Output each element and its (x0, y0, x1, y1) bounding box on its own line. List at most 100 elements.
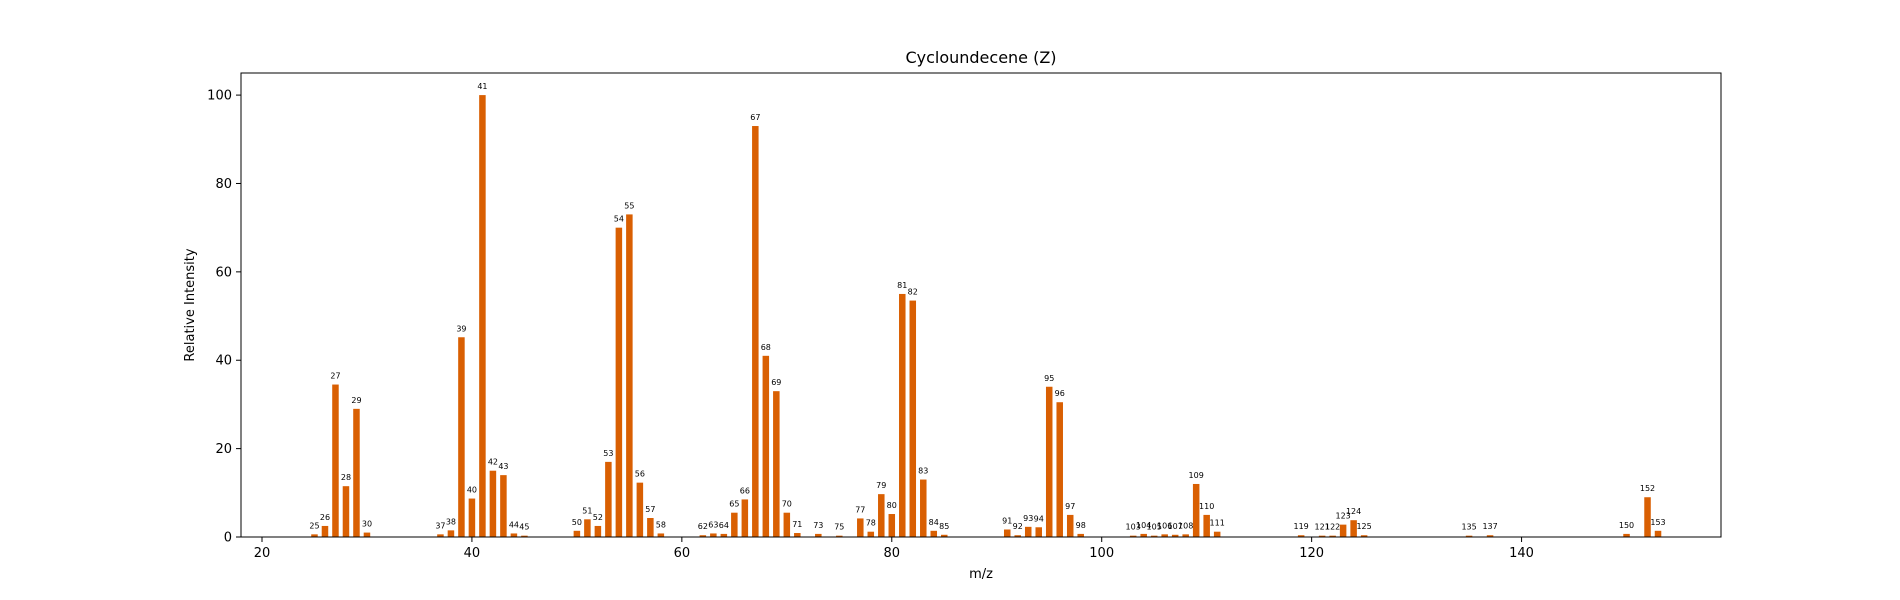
bar-mz-111 (1213, 531, 1221, 537)
bar-label-mz-123: 123 (1335, 512, 1350, 521)
bar-mz-94 (1035, 527, 1042, 537)
bar-mz-62 (699, 535, 707, 537)
bar-mz-78 (867, 531, 875, 537)
bar-label-mz-80: 80 (887, 501, 897, 510)
bar-label-mz-84: 84 (929, 518, 939, 527)
bar-mz-63 (710, 533, 717, 537)
x-tick-label-60: 60 (674, 546, 691, 561)
bar-label-mz-53: 53 (603, 449, 613, 458)
bar-label-mz-28: 28 (341, 473, 351, 482)
y-tick-label-60: 60 (215, 265, 232, 280)
bar-mz-28 (342, 486, 350, 537)
bar-mz-125 (1360, 535, 1368, 537)
bar-mz-27 (332, 384, 339, 537)
bar-label-mz-150: 150 (1619, 521, 1634, 530)
bar-label-mz-45: 45 (519, 523, 529, 532)
bar-label-mz-104: 104 (1136, 521, 1151, 530)
bar-label-mz-152: 152 (1640, 484, 1655, 493)
bar-mz-93 (1024, 526, 1032, 537)
bar-mz-26 (321, 525, 329, 537)
y-axis: 0 20 40 60 80 100 (207, 89, 241, 546)
bar-mz-83 (920, 479, 927, 537)
bar-label-mz-79: 79 (876, 481, 886, 490)
bar-mz-95 (1045, 386, 1053, 537)
bar-label-mz-27: 27 (330, 372, 340, 381)
bar-mz-123 (1339, 524, 1347, 537)
bar-label-mz-119: 119 (1293, 522, 1308, 531)
bar-mz-110 (1203, 514, 1210, 537)
bar-mz-66 (741, 499, 749, 537)
bar-mz-73 (815, 533, 822, 537)
bar-label-mz-97: 97 (1065, 502, 1075, 511)
bar-mz-43 (500, 475, 507, 537)
bar-mz-53 (605, 461, 612, 537)
bar-mz-124 (1350, 520, 1357, 537)
x-tick-label-40: 40 (464, 546, 481, 561)
x-tick-label-20: 20 (254, 546, 271, 561)
bar-label-mz-65: 65 (729, 500, 739, 509)
bar-label-mz-103: 103 (1126, 523, 1141, 532)
bar-mz-98 (1077, 533, 1084, 537)
bar-mz-40 (468, 498, 476, 537)
bar-label-mz-125: 125 (1356, 522, 1371, 531)
bar-mz-45 (521, 535, 528, 537)
bar-label-mz-41: 41 (477, 82, 487, 91)
bar-mz-79 (878, 494, 885, 537)
bar-label-mz-51: 51 (582, 506, 592, 515)
bar-label-mz-71: 71 (792, 520, 802, 529)
bar-mz-91 (1003, 529, 1011, 537)
bar-label-mz-39: 39 (456, 324, 466, 333)
bar-mz-51 (584, 519, 591, 537)
bar-label-mz-107: 107 (1168, 522, 1183, 531)
bar-label-mz-64: 64 (719, 521, 729, 530)
bar-label-mz-81: 81 (897, 281, 907, 290)
bar-label-mz-50: 50 (572, 518, 582, 527)
bar-label-mz-98: 98 (1076, 521, 1086, 530)
bar-mz-77 (857, 518, 864, 537)
bar-label-mz-52: 52 (593, 513, 603, 522)
bar-label-mz-78: 78 (866, 519, 876, 528)
bar-label-mz-67: 67 (750, 113, 760, 122)
bar-label-mz-56: 56 (635, 470, 645, 479)
bar-label-mz-95: 95 (1044, 374, 1054, 383)
bar-label-mz-94: 94 (1034, 514, 1044, 523)
bar-mz-109 (1192, 483, 1200, 537)
bar-label-mz-25: 25 (309, 521, 319, 530)
bar-label-mz-135: 135 (1461, 523, 1476, 532)
chart-title: Cycloundecene (Z) (905, 48, 1056, 67)
bar-label-mz-91: 91 (1002, 516, 1012, 525)
bar-label-mz-105: 105 (1147, 523, 1162, 532)
bar-mz-39 (458, 337, 465, 537)
bar-mz-29 (353, 408, 360, 537)
x-axis-title: m/z (969, 567, 993, 582)
y-tick-label-100: 100 (207, 89, 232, 104)
bar-label-mz-44: 44 (509, 520, 519, 529)
bar-mz-97 (1066, 514, 1074, 537)
bar-label-mz-63: 63 (708, 520, 718, 529)
bar-mz-58 (657, 533, 665, 537)
bar-mz-56 (636, 482, 644, 537)
bar-mz-135 (1465, 535, 1473, 537)
bar-label-mz-43: 43 (498, 462, 508, 471)
bar-mz-37 (437, 534, 444, 537)
plot-frame (240, 72, 1722, 538)
bar-mz-68 (762, 355, 770, 537)
bar-label-mz-37: 37 (435, 521, 445, 530)
x-tick-label-80: 80 (884, 546, 901, 561)
bar-label-mz-26: 26 (320, 513, 330, 522)
bar-mz-71 (794, 533, 801, 537)
bar-mz-55 (626, 214, 633, 537)
bar-mz-41 (479, 95, 486, 537)
bar-mz-92 (1014, 535, 1021, 537)
y-tick-label-80: 80 (215, 177, 232, 192)
bar-mz-105 (1150, 535, 1158, 537)
bar-mz-150 (1623, 533, 1630, 537)
bar-mz-107 (1171, 534, 1179, 537)
bar-mz-44 (510, 533, 518, 537)
bar-label-mz-124: 124 (1346, 507, 1361, 516)
bar-label-mz-66: 66 (740, 486, 750, 495)
bar-label-mz-93: 93 (1023, 514, 1033, 523)
x-tick-label-100: 100 (1089, 546, 1114, 561)
